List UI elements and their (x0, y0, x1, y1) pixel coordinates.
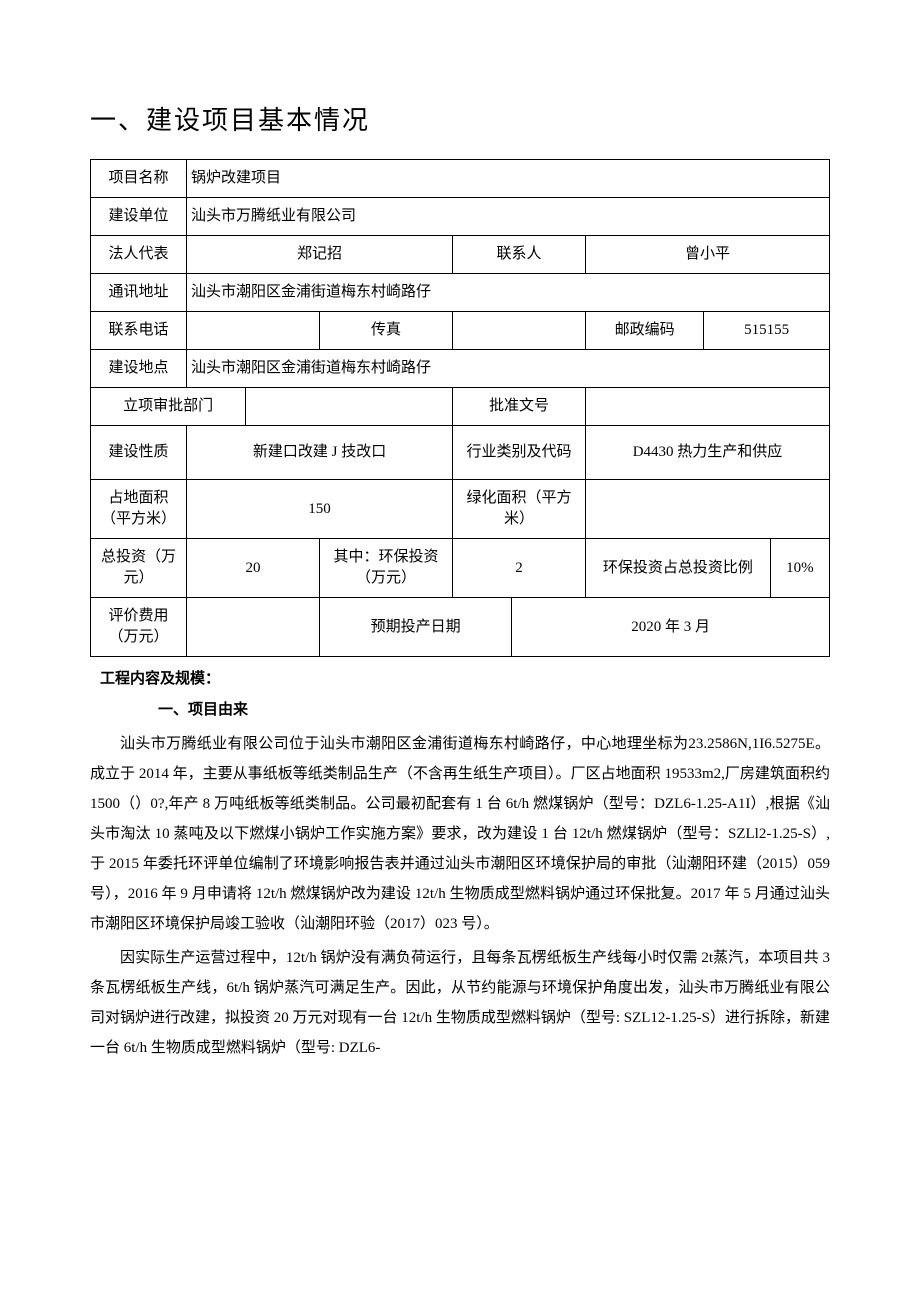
label-approval-no: 批准文号 (453, 388, 586, 426)
value-area: 150 (187, 480, 453, 539)
label-phone: 联系电话 (91, 312, 187, 350)
table-row: 占地面积（平方米） 150 绿化面积（平方米） (91, 480, 830, 539)
value-approval-dept (246, 388, 453, 426)
label-prod-date: 预期投产日期 (320, 598, 512, 657)
table-row: 总投资（万元） 20 其中：环保投资（万元） 2 环保投资占总投资比例 10% (91, 539, 830, 598)
value-project-name: 锅炉改建项目 (187, 160, 830, 198)
label-ratio: 环保投资占总投资比例 (586, 539, 771, 598)
table-row: 项目名称 锅炉改建项目 (91, 160, 830, 198)
value-eval-fee (187, 598, 320, 657)
label-contact: 联系人 (453, 236, 586, 274)
paragraph-2: 因实际生产运营过程中，12t/h 锅炉没有满负荷运行，且每条瓦楞纸板生产线每小时… (90, 943, 830, 1063)
value-green (586, 480, 830, 539)
section-title: 一、建设项目基本情况 (90, 100, 830, 137)
value-investment: 20 (187, 539, 320, 598)
label-green: 绿化面积（平方米） (453, 480, 586, 539)
value-industry: D4430 热力生产和供应 (586, 426, 830, 480)
label-industry: 行业类别及代码 (453, 426, 586, 480)
label-approval-dept: 立项审批部门 (91, 388, 246, 426)
label-investment: 总投资（万元） (91, 539, 187, 598)
value-approval-no (586, 388, 830, 426)
value-legal-rep: 郑记招 (187, 236, 453, 274)
label-project-name: 项目名称 (91, 160, 187, 198)
value-address: 汕头市潮阳区金浦街道梅东村崎路仔 (187, 274, 830, 312)
paragraph-1: 汕头市万腾纸业有限公司位于汕头市潮阳区金浦街道梅东村崎路仔，中心地理坐标为23.… (90, 729, 830, 939)
value-build-unit: 汕头市万腾纸业有限公司 (187, 198, 830, 236)
value-env-invest: 2 (453, 539, 586, 598)
label-zip: 邮政编码 (586, 312, 704, 350)
table-row: 建设性质 新建口改建 J 技改口 行业类别及代码 D4430 热力生产和供应 (91, 426, 830, 480)
content-heading: 工程内容及规模： (100, 667, 830, 688)
value-phone (187, 312, 320, 350)
value-prod-date: 2020 年 3 月 (512, 598, 830, 657)
value-zip: 515155 (704, 312, 830, 350)
sub-heading: 一、项目由来 (158, 698, 830, 719)
label-legal-rep: 法人代表 (91, 236, 187, 274)
label-env-invest: 其中：环保投资（万元） (320, 539, 453, 598)
value-fax (453, 312, 586, 350)
value-location: 汕头市潮阳区金浦街道梅东村崎路仔 (187, 350, 830, 388)
value-ratio: 10% (770, 539, 829, 598)
value-nature: 新建口改建 J 技改口 (187, 426, 453, 480)
table-row: 通讯地址 汕头市潮阳区金浦街道梅东村崎路仔 (91, 274, 830, 312)
table-row: 联系电话 传真 邮政编码 515155 (91, 312, 830, 350)
label-build-unit: 建设单位 (91, 198, 187, 236)
table-row: 建设地点 汕头市潮阳区金浦街道梅东村崎路仔 (91, 350, 830, 388)
label-address: 通讯地址 (91, 274, 187, 312)
table-row: 立项审批部门 批准文号 (91, 388, 830, 426)
table-row: 建设单位 汕头市万腾纸业有限公司 (91, 198, 830, 236)
table-row: 法人代表 郑记招 联系人 曾小平 (91, 236, 830, 274)
label-nature: 建设性质 (91, 426, 187, 480)
document-page: 一、建设项目基本情况 项目名称 锅炉改建项目 建设单位 汕头市万腾纸业有限公司 … (0, 0, 920, 1301)
label-fax: 传真 (320, 312, 453, 350)
label-area: 占地面积（平方米） (91, 480, 187, 539)
label-eval-fee: 评价费用（万元） (91, 598, 187, 657)
value-contact: 曾小平 (586, 236, 830, 274)
table-row: 评价费用（万元） 预期投产日期 2020 年 3 月 (91, 598, 830, 657)
project-info-table: 项目名称 锅炉改建项目 建设单位 汕头市万腾纸业有限公司 法人代表 郑记招 联系… (90, 159, 830, 657)
label-location: 建设地点 (91, 350, 187, 388)
